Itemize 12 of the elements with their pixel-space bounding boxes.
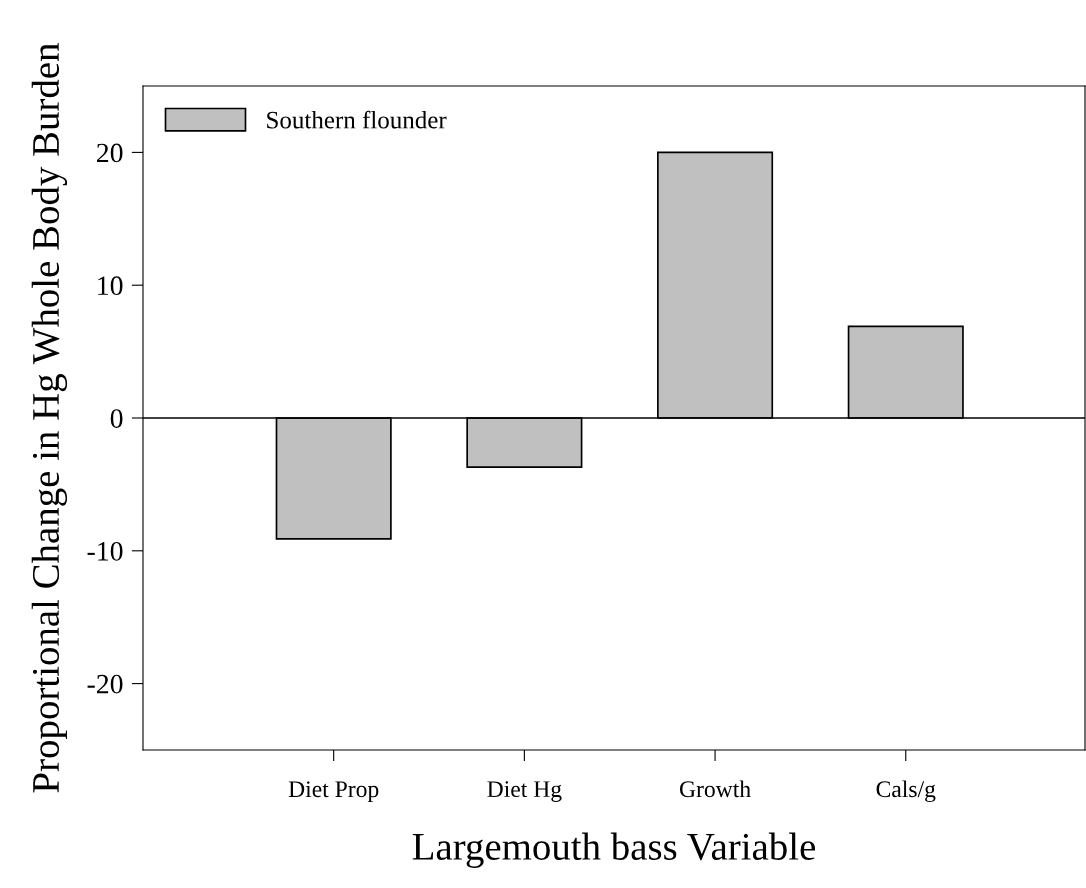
y-tick-label: -20 [87, 674, 123, 694]
y-tick-label: 10 [98, 276, 123, 296]
x-tick-label: Diet Hg [487, 781, 562, 802]
x-tick-label: Cals/g [876, 780, 936, 803]
x-tick-label: Diet Prop [288, 781, 379, 802]
legend-label: Southern flounder [267, 110, 447, 129]
x-tick-label: Growth [679, 780, 751, 798]
y-tick-label: 0 [110, 409, 123, 428]
y-axis-title: Proportional Change in Hg Whole Body Burden [31, 43, 68, 793]
y-tick-label: -10 [87, 541, 123, 561]
y-tick-label: 20 [97, 143, 123, 163]
x-axis-title: Largemouth bass Variable [412, 832, 815, 868]
